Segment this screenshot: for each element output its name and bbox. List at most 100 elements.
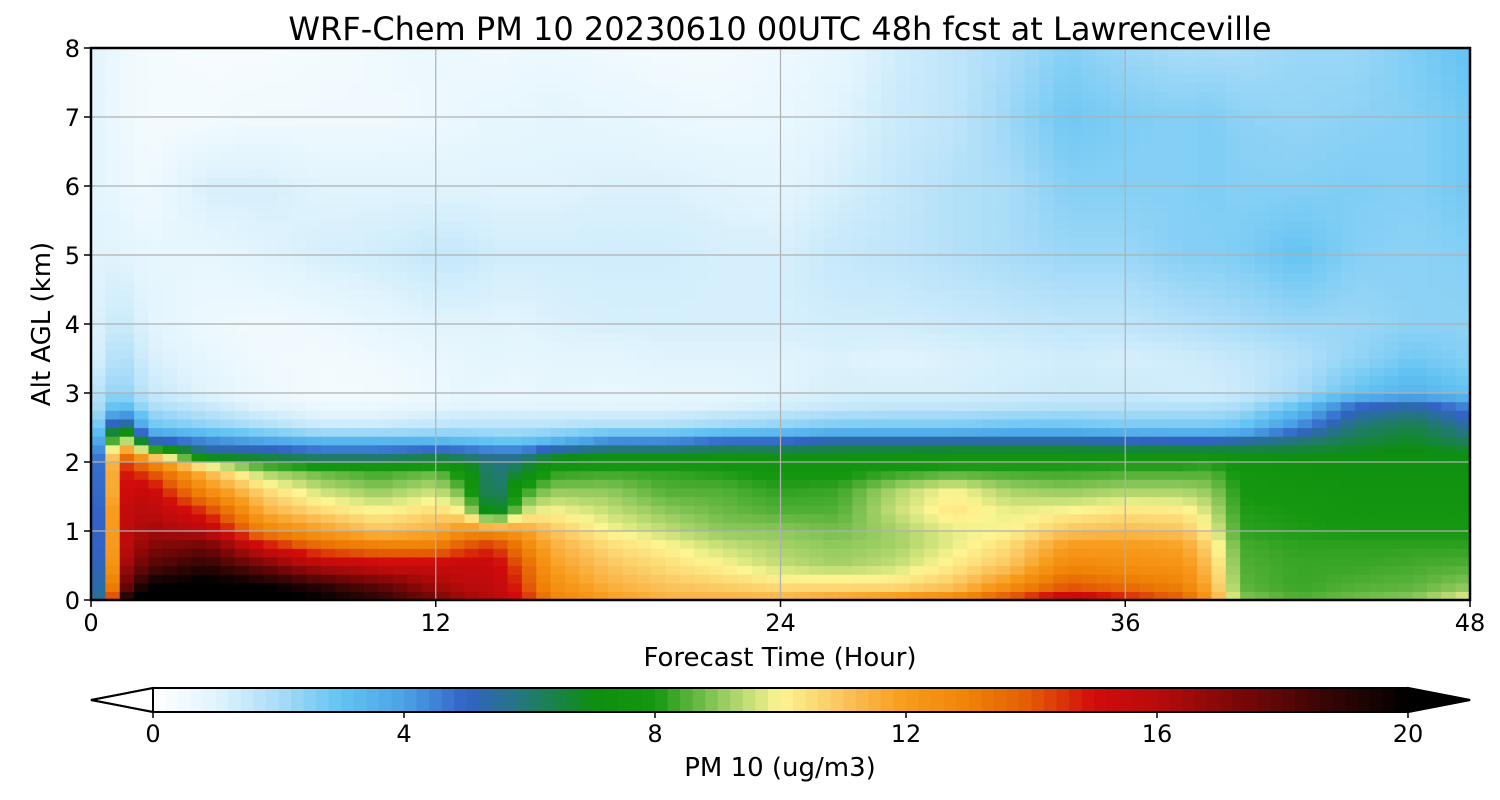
heatmap-cell bbox=[1110, 444, 1126, 454]
heatmap-cell bbox=[507, 479, 523, 489]
heatmap-cell bbox=[751, 203, 767, 213]
heatmap-cell bbox=[234, 73, 250, 84]
heatmap-cell bbox=[119, 349, 135, 360]
heatmap-cell bbox=[277, 565, 293, 575]
heatmap-cell bbox=[536, 341, 552, 351]
heatmap-cell bbox=[148, 255, 164, 265]
heatmap-cell bbox=[550, 82, 566, 92]
heatmap-cell bbox=[1182, 237, 1198, 247]
heatmap-cell bbox=[177, 229, 193, 239]
heatmap-cell bbox=[794, 401, 810, 411]
heatmap-cell bbox=[737, 401, 753, 411]
heatmap-cell bbox=[464, 246, 480, 256]
heatmap-cell bbox=[536, 246, 552, 256]
heatmap-cell bbox=[292, 229, 308, 239]
heatmap-cell bbox=[1053, 117, 1069, 127]
heatmap-cell bbox=[119, 522, 135, 532]
heatmap-cell bbox=[837, 255, 853, 265]
heatmap-cell bbox=[1010, 556, 1026, 567]
heatmap-cell bbox=[119, 427, 135, 437]
heatmap-cell bbox=[263, 522, 279, 532]
heatmap-cell bbox=[220, 117, 236, 127]
heatmap-cell bbox=[378, 341, 394, 351]
heatmap-cell bbox=[708, 393, 724, 403]
heatmap-cell bbox=[363, 134, 379, 144]
heatmap-cell bbox=[608, 91, 624, 101]
heatmap-cell bbox=[1082, 470, 1098, 480]
heatmap-cell bbox=[1197, 237, 1213, 247]
heatmap-cell bbox=[708, 332, 724, 342]
heatmap-cell bbox=[1039, 168, 1055, 178]
heatmap-cell bbox=[737, 48, 753, 58]
heatmap-cell bbox=[708, 56, 724, 66]
heatmap-cell bbox=[1082, 591, 1098, 600]
heatmap-cell bbox=[679, 565, 695, 575]
heatmap-cell bbox=[952, 298, 968, 308]
heatmap-cell bbox=[105, 99, 121, 109]
heatmap-cell bbox=[694, 393, 710, 403]
heatmap-cell bbox=[565, 65, 580, 75]
heatmap-cell bbox=[809, 436, 825, 446]
heatmap-cell bbox=[1139, 186, 1155, 196]
heatmap-cell bbox=[967, 513, 983, 523]
heatmap-cell bbox=[363, 401, 379, 411]
heatmap-cell bbox=[694, 56, 710, 66]
heatmap-cell bbox=[794, 436, 810, 446]
heatmap-cell bbox=[392, 315, 408, 325]
heatmap-cell bbox=[723, 82, 738, 92]
heatmap-cell bbox=[794, 56, 810, 66]
heatmap-cell bbox=[823, 341, 839, 351]
heatmap-cell bbox=[924, 177, 940, 187]
heatmap-cell bbox=[263, 99, 279, 109]
heatmap-cell bbox=[421, 108, 437, 118]
heatmap-cell bbox=[1024, 56, 1040, 66]
heatmap-cell bbox=[119, 375, 135, 385]
heatmap-cell bbox=[579, 358, 595, 368]
heatmap-cell bbox=[1110, 384, 1126, 394]
heatmap-cell bbox=[694, 177, 710, 187]
heatmap-cell bbox=[550, 117, 566, 127]
heatmap-cell bbox=[1096, 177, 1112, 187]
heatmap-cell bbox=[1125, 539, 1141, 549]
heatmap-cell bbox=[622, 272, 638, 282]
heatmap-cell bbox=[723, 108, 738, 118]
heatmap-cell bbox=[407, 82, 422, 92]
heatmap-cell bbox=[1067, 272, 1083, 282]
heatmap-cell bbox=[1053, 255, 1069, 265]
heatmap-cell bbox=[1096, 263, 1112, 273]
heatmap-cell bbox=[292, 505, 308, 515]
heatmap-cell bbox=[952, 65, 968, 75]
heatmap-cell bbox=[780, 65, 796, 75]
heatmap-cell bbox=[909, 315, 925, 325]
heatmap-cell bbox=[521, 280, 537, 291]
heatmap-cell bbox=[981, 315, 997, 325]
heatmap-cell bbox=[119, 117, 135, 127]
heatmap-cell bbox=[708, 505, 724, 515]
heatmap-cell bbox=[521, 211, 537, 222]
heatmap-cell bbox=[981, 117, 997, 127]
heatmap-cell bbox=[852, 591, 868, 600]
heatmap-cell bbox=[895, 186, 911, 196]
heatmap-cell bbox=[148, 393, 164, 403]
heatmap-cell bbox=[407, 246, 422, 256]
heatmap-cell bbox=[105, 220, 121, 230]
heatmap-cell bbox=[1024, 565, 1040, 575]
heatmap-cell bbox=[1153, 324, 1169, 334]
heatmap-cell bbox=[177, 349, 193, 360]
heatmap-cell bbox=[378, 453, 394, 463]
heatmap-cell bbox=[608, 341, 624, 351]
heatmap-cell bbox=[708, 591, 724, 600]
heatmap-cell bbox=[306, 341, 322, 351]
heatmap-cell bbox=[407, 125, 422, 135]
heatmap-cell bbox=[521, 99, 537, 109]
heatmap-cell bbox=[967, 410, 983, 420]
heatmap-cell bbox=[881, 108, 897, 118]
heatmap-cell bbox=[177, 410, 193, 420]
heatmap-cell bbox=[363, 65, 379, 75]
heatmap-cell bbox=[636, 565, 652, 575]
heatmap-cell bbox=[708, 349, 724, 360]
heatmap-cell bbox=[550, 453, 566, 463]
heatmap-cell bbox=[464, 384, 480, 394]
heatmap-cell bbox=[967, 522, 983, 532]
heatmap-cell bbox=[234, 462, 250, 472]
